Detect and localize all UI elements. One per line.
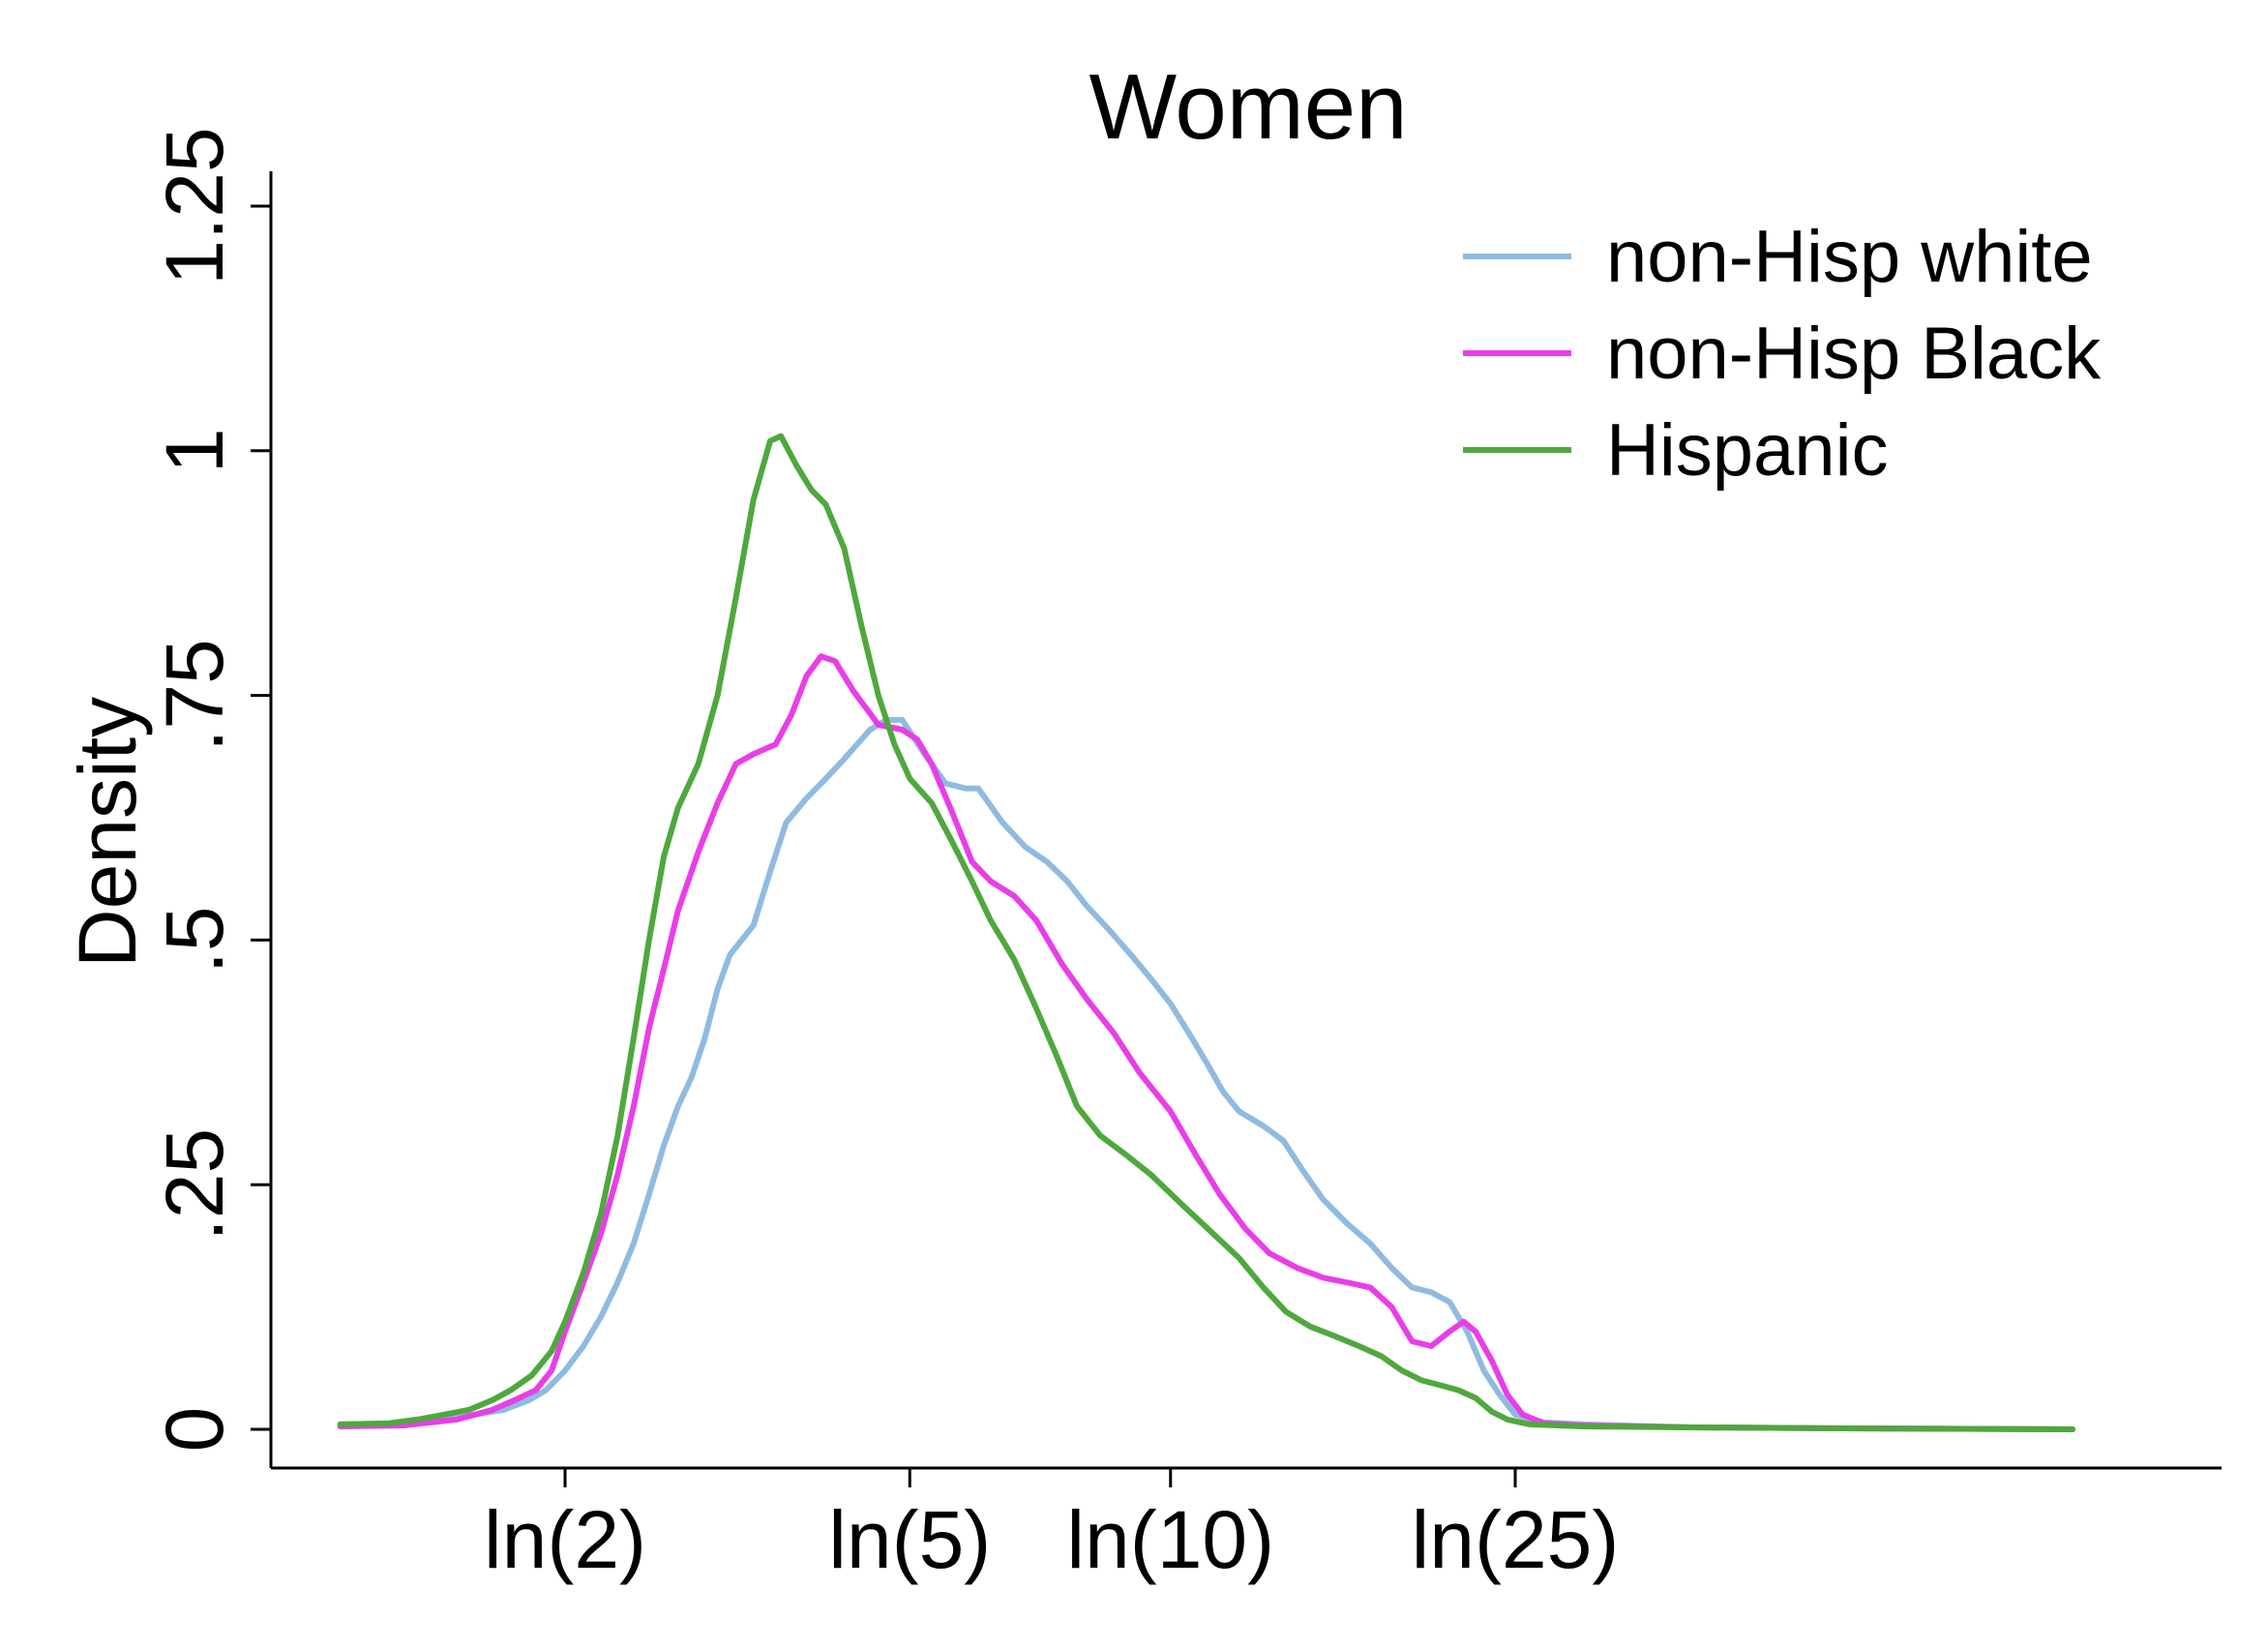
y-tick-label: .5 bbox=[149, 906, 240, 974]
y-axis-label: Density bbox=[62, 697, 153, 968]
chart-title: Women bbox=[1089, 55, 1407, 159]
y-tick-label: 0 bbox=[149, 1407, 240, 1453]
series-line-non-hisp-black bbox=[337, 653, 2075, 1432]
series-line-hispanic bbox=[337, 433, 2075, 1432]
y-tick-label: .75 bbox=[149, 639, 240, 752]
y-tick-label: 1.25 bbox=[149, 127, 240, 285]
legend: non-Hisp white non-Hisp Black Hispanic bbox=[1463, 216, 2102, 492]
y-tick-label: 1 bbox=[149, 428, 240, 473]
y-axis-ticks: 0 .25 .5 .75 1 1.25 bbox=[149, 127, 271, 1452]
x-tick-label: ln(2) bbox=[484, 1494, 646, 1585]
series-line-non-hisp-white bbox=[337, 716, 2075, 1432]
legend-label: non-Hisp white bbox=[1606, 216, 2093, 298]
series-lines bbox=[337, 433, 2075, 1432]
x-axis-ticks: ln(2) ln(5) ln(10) ln(25) bbox=[484, 1468, 1619, 1585]
y-tick-label: .25 bbox=[149, 1128, 240, 1242]
x-tick-label: ln(25) bbox=[1412, 1494, 1620, 1585]
legend-label: non-Hisp Black bbox=[1606, 313, 2102, 395]
legend-label: Hispanic bbox=[1606, 409, 1888, 492]
x-tick-label: ln(10) bbox=[1066, 1494, 1274, 1585]
x-tick-label: ln(5) bbox=[828, 1494, 991, 1585]
